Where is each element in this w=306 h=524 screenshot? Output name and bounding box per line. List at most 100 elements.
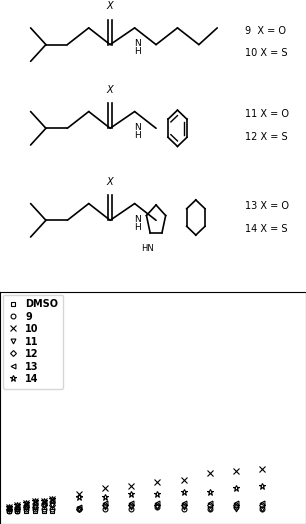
10: [155, 478, 159, 485]
14: [103, 494, 107, 500]
13: [260, 500, 264, 506]
10: [50, 496, 54, 502]
13: [42, 500, 46, 506]
10: [7, 504, 11, 510]
Text: N
H: N H: [134, 123, 141, 140]
12: [24, 504, 28, 510]
12: [234, 502, 238, 508]
12: [7, 506, 11, 512]
Line: 13: 13: [6, 498, 265, 511]
11: [33, 504, 37, 510]
11: [129, 504, 133, 510]
11: [7, 506, 11, 512]
10: [234, 468, 238, 474]
9: [155, 504, 159, 510]
11: [103, 504, 107, 510]
13: [50, 498, 54, 504]
9: [16, 508, 19, 515]
14: [182, 489, 185, 496]
Line: DMSO: DMSO: [6, 509, 55, 514]
DMSO: [33, 508, 37, 515]
Legend: DMSO, 9, 10, 11, 12, 13, 14: DMSO, 9, 10, 11, 12, 13, 14: [3, 294, 63, 389]
9: [24, 506, 28, 512]
DMSO: [7, 508, 11, 515]
12: [208, 502, 212, 508]
Line: 9: 9: [6, 505, 265, 514]
12: [260, 502, 264, 508]
9: [33, 506, 37, 512]
9: [42, 506, 46, 512]
11: [77, 506, 80, 512]
Text: 12 X = S: 12 X = S: [245, 132, 287, 141]
13: [24, 502, 28, 508]
10: [33, 498, 37, 504]
9: [234, 504, 238, 510]
12: [50, 502, 54, 508]
11: [16, 506, 19, 512]
11: [182, 504, 185, 510]
9: [260, 506, 264, 512]
10: [260, 466, 264, 472]
13: [7, 506, 11, 512]
11: [208, 506, 212, 512]
DMSO: [24, 508, 28, 515]
12: [42, 502, 46, 508]
13: [33, 500, 37, 506]
10: [182, 476, 185, 483]
9: [129, 506, 133, 512]
9: [182, 506, 185, 512]
Text: X: X: [107, 1, 114, 11]
14: [7, 504, 11, 510]
13: [103, 500, 107, 506]
10: [103, 485, 107, 491]
Line: 12: 12: [7, 503, 264, 511]
11: [260, 506, 264, 512]
14: [208, 489, 212, 496]
14: [77, 494, 80, 500]
Text: 11 X = O: 11 X = O: [245, 110, 289, 119]
11: [24, 504, 28, 510]
12: [103, 502, 107, 508]
9: [208, 506, 212, 512]
13: [155, 500, 159, 506]
11: [42, 502, 46, 508]
DMSO: [42, 508, 46, 515]
13: [182, 500, 185, 506]
13: [77, 504, 80, 510]
Text: 14 X = S: 14 X = S: [245, 224, 287, 234]
13: [129, 500, 133, 506]
Text: 9  X = O: 9 X = O: [245, 26, 286, 36]
14: [129, 492, 133, 498]
10: [24, 500, 28, 506]
Line: 11: 11: [6, 503, 265, 511]
14: [33, 498, 37, 504]
10: [16, 502, 19, 508]
14: [16, 502, 19, 508]
10: [129, 483, 133, 489]
9: [50, 506, 54, 512]
13: [234, 500, 238, 506]
Text: X: X: [107, 85, 114, 95]
14: [50, 496, 54, 502]
14: [155, 492, 159, 498]
9: [7, 508, 11, 515]
14: [42, 498, 46, 504]
Line: 10: 10: [6, 466, 265, 510]
12: [77, 506, 80, 512]
DMSO: [50, 508, 54, 515]
Text: HN: HN: [141, 244, 153, 253]
10: [208, 470, 212, 476]
9: [103, 506, 107, 512]
12: [129, 502, 133, 508]
Text: X: X: [107, 177, 114, 187]
Line: 14: 14: [6, 483, 265, 510]
12: [155, 502, 159, 508]
10: [42, 498, 46, 504]
14: [260, 483, 264, 489]
11: [234, 506, 238, 512]
14: [234, 485, 238, 491]
9: [77, 506, 80, 512]
10: [77, 492, 80, 498]
Text: N
H: N H: [134, 215, 141, 232]
14: [24, 500, 28, 506]
